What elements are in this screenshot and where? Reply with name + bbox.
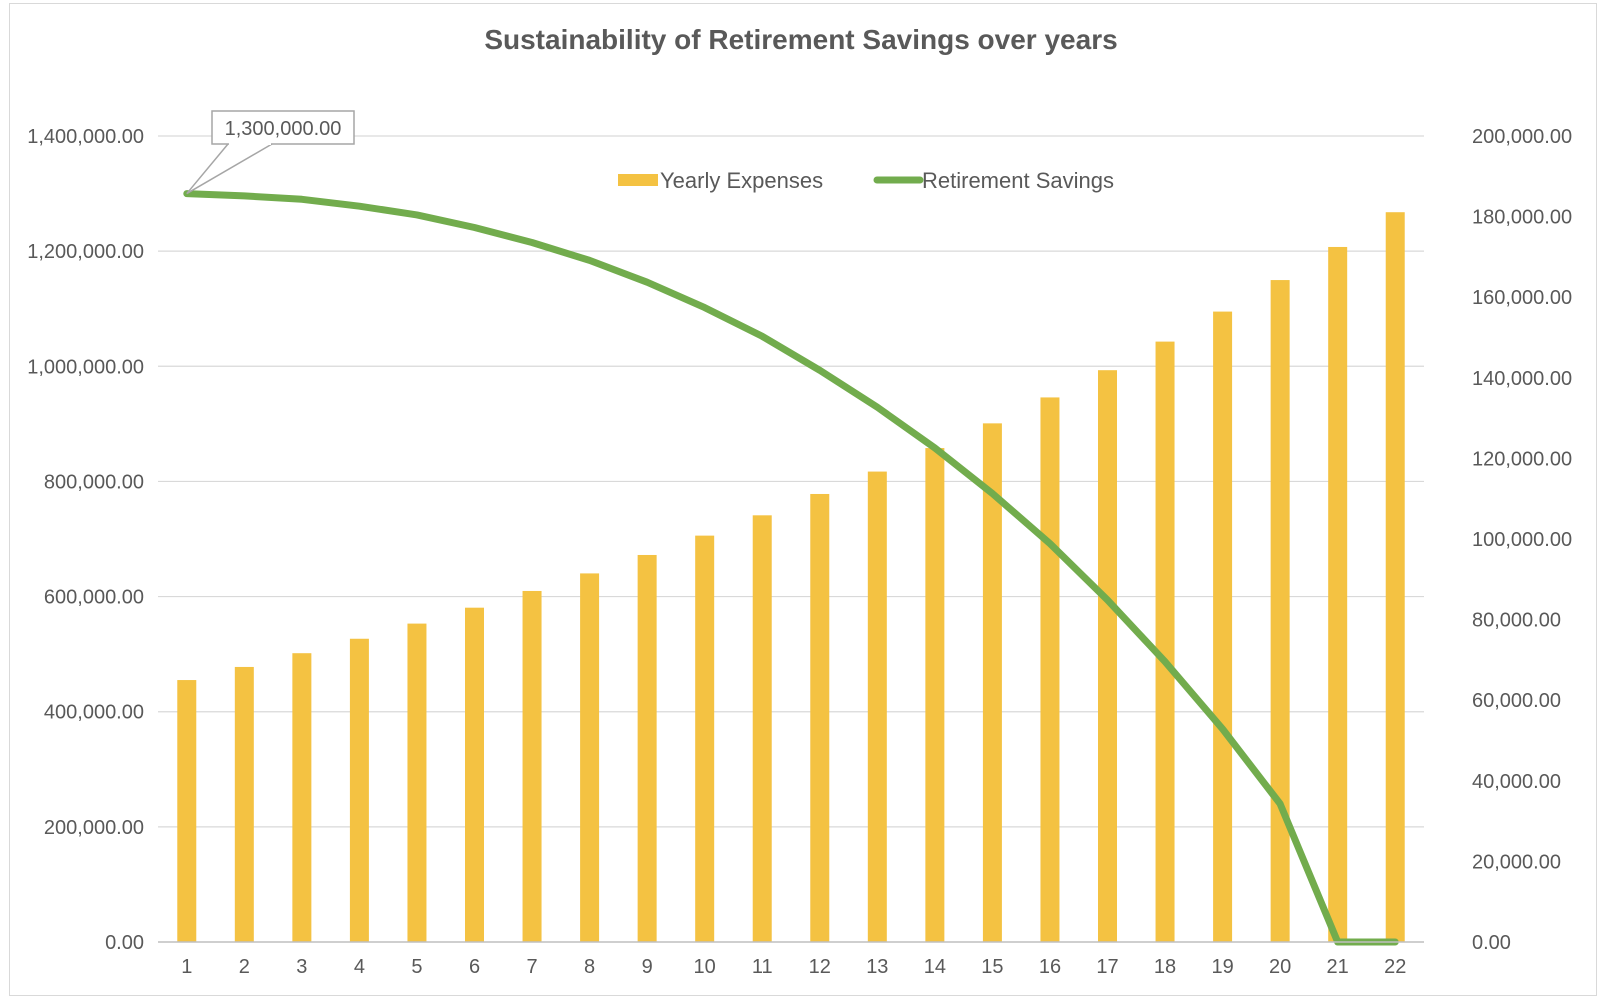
- bar: [580, 573, 600, 942]
- axes: 0.00 200,000.00 400,000.00 600,000.00 800,00…: [27, 126, 1572, 978]
- y-left-tick-label: 400,000.00: [44, 702, 144, 724]
- x-tick-label: 6: [469, 956, 480, 978]
- x-tick-label: 3: [296, 956, 307, 978]
- x-tick-label: 16: [1039, 956, 1061, 978]
- bar: [1328, 246, 1348, 942]
- bar: [1040, 397, 1060, 942]
- x-tick-label: 4: [354, 956, 365, 978]
- y-left-tick-label: 1,200,000.00: [27, 241, 144, 263]
- y-right-tick-label: 200,000.00: [1472, 126, 1572, 148]
- callout-label: 1,300,000.00: [225, 118, 342, 140]
- callout-box: [211, 110, 355, 145]
- x-tick-label: 17: [1096, 956, 1118, 978]
- bar: [234, 666, 254, 942]
- y-left-tick-label: 0.00: [105, 932, 144, 954]
- bar: [177, 680, 197, 942]
- legend: Yearly Expenses Retirement Savings: [618, 168, 1114, 193]
- x-tick-label: 1: [181, 956, 192, 978]
- x-tick-label: 14: [924, 956, 946, 978]
- bar: [292, 653, 312, 942]
- x-tick-label: 21: [1327, 956, 1349, 978]
- bar: [810, 493, 830, 942]
- chart-title: Sustainability of Retirement Savings ove…: [484, 24, 1118, 55]
- bar: [1270, 280, 1290, 942]
- bar: [1155, 341, 1175, 942]
- y-right-tick-label: 100,000.00: [1472, 529, 1572, 551]
- y-left-tick-label: 1,400,000.00: [27, 126, 144, 148]
- y-left-tick-label: 600,000.00: [44, 587, 144, 609]
- y-right-tick-label: 60,000.00: [1472, 690, 1561, 712]
- bar: [982, 423, 1002, 943]
- bar: [522, 590, 542, 942]
- bar: [465, 607, 484, 942]
- bar: [925, 448, 945, 942]
- bar: [637, 554, 657, 942]
- y-right-tick-label: 160,000.00: [1472, 287, 1572, 309]
- x-tick-label: 13: [866, 956, 888, 978]
- y-right-tick-label: 180,000.00: [1472, 207, 1572, 229]
- y-right-tick-label: 40,000.00: [1472, 771, 1561, 793]
- y-left-tick-label: 200,000.00: [44, 817, 144, 839]
- x-tick-label: 18: [1154, 956, 1176, 978]
- bar: [407, 623, 427, 942]
- x-tick-label: 20: [1269, 956, 1291, 978]
- x-tick-label: 7: [526, 956, 537, 978]
- gridlines: [158, 135, 1424, 828]
- bar: [349, 638, 369, 942]
- bar: [752, 515, 772, 942]
- bars-yearly-expenses: [177, 212, 1405, 943]
- x-tick-label: 15: [981, 956, 1003, 978]
- x-tick-label: 8: [584, 956, 595, 978]
- legend-swatch-bar: [618, 174, 658, 186]
- y-right-tick-label: 80,000.00: [1472, 610, 1561, 632]
- x-tick-label: 5: [411, 956, 422, 978]
- legend-label-yearly-expenses: Yearly Expenses: [660, 168, 823, 193]
- bar: [867, 471, 887, 942]
- bar: [1385, 212, 1405, 943]
- bar: [1213, 311, 1233, 942]
- y-right-tick-label: 140,000.00: [1472, 368, 1572, 390]
- y-left-tick-label: 800,000.00: [44, 471, 144, 493]
- legend-label-retirement-savings: Retirement Savings: [922, 168, 1114, 193]
- x-tick-label: 2: [239, 956, 250, 978]
- bar: [1098, 370, 1117, 942]
- bar: [695, 535, 715, 942]
- y-left-tick-label: 1,000,000.00: [27, 356, 144, 378]
- x-tick-label: 11: [752, 956, 773, 978]
- x-tick-label: 9: [642, 956, 653, 978]
- y-right-tick-label: 0.00: [1472, 932, 1511, 954]
- data-callout: 1,300,000.00: [186, 110, 355, 195]
- x-tick-label: 12: [809, 956, 831, 978]
- x-tick-label: 10: [694, 956, 716, 978]
- y-right-tick-label: 120,000.00: [1472, 448, 1572, 470]
- callout-pointer: [186, 143, 273, 195]
- y-right-tick-label: 20,000.00: [1472, 851, 1561, 873]
- series-line: [183, 190, 1399, 946]
- x-tick-label: 22: [1384, 956, 1406, 978]
- x-tick-label: 19: [1211, 956, 1233, 978]
